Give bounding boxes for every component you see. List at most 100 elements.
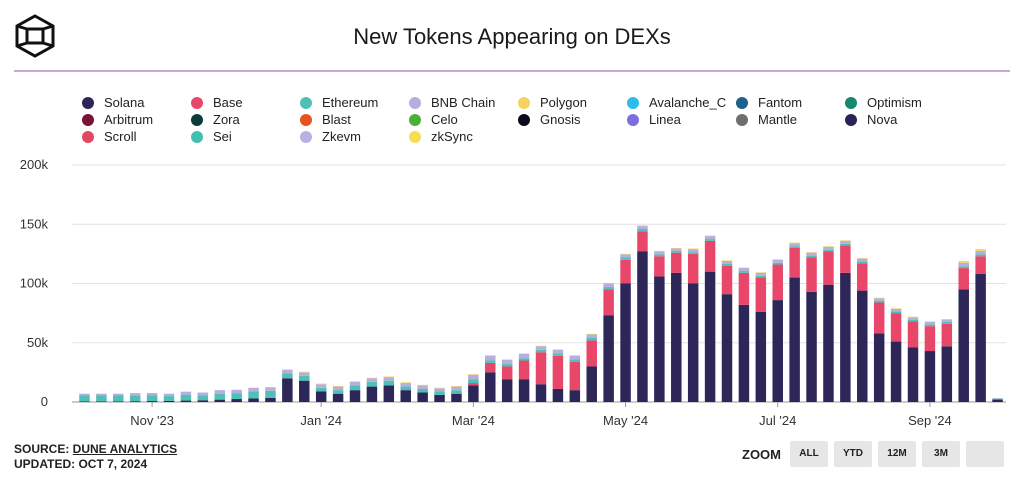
bar-stack[interactable] <box>671 247 682 402</box>
legend-item-scroll[interactable]: Scroll <box>82 129 192 147</box>
bar-stack[interactable] <box>231 389 242 402</box>
bar-stack[interactable] <box>214 390 225 402</box>
legend-item-arbitrum[interactable]: Arbitrum <box>82 112 192 130</box>
bar-stack[interactable] <box>806 252 817 402</box>
bar-stack[interactable] <box>569 355 581 402</box>
legend-item-sei[interactable]: Sei <box>191 129 301 147</box>
bar-segment-base <box>924 326 936 352</box>
legend-item-bnb-chain[interactable]: BNB Chain <box>409 95 519 113</box>
bar-stack[interactable] <box>890 308 902 402</box>
bar-stack[interactable] <box>620 253 631 402</box>
legend-item-mantle[interactable]: Mantle <box>736 112 846 130</box>
bar-stack[interactable] <box>180 391 192 402</box>
legend-item-ethereum[interactable]: Ethereum <box>300 95 410 113</box>
bar-stack[interactable] <box>958 260 969 402</box>
bar-segment-ethereum <box>755 275 767 278</box>
bar-segment-solana <box>840 272 851 402</box>
bar-stack[interactable] <box>501 359 513 402</box>
bar-stack[interactable] <box>468 374 479 402</box>
bar-stack[interactable] <box>400 382 411 402</box>
bar-stack[interactable] <box>721 260 733 402</box>
bar-stack[interactable] <box>941 319 953 402</box>
bar-stack[interactable] <box>586 333 597 402</box>
bar-stack[interactable] <box>485 355 496 402</box>
bar-stack[interactable] <box>163 393 175 402</box>
legend-item-base[interactable]: Base <box>191 95 301 113</box>
source-link[interactable]: DUNE ANALYTICS <box>72 442 178 456</box>
bar-stack[interactable] <box>518 353 530 402</box>
bar-stack[interactable] <box>96 393 107 402</box>
bar-segment-ethereum <box>620 257 631 260</box>
bar-stack[interactable] <box>434 387 445 402</box>
bar-stack[interactable] <box>840 240 851 402</box>
bar-segment-bnb-chain <box>671 248 682 251</box>
bar-stack[interactable] <box>857 258 868 402</box>
bar-segment-solana <box>873 333 885 402</box>
bar-segment-bnb-chain <box>907 317 919 320</box>
bar-stack[interactable] <box>907 316 919 402</box>
bar-segment-solana <box>975 274 986 402</box>
bar-stack[interactable] <box>975 249 986 402</box>
legend-item-zkevm[interactable]: Zkevm <box>300 129 410 147</box>
bar-segment-base <box>687 253 699 284</box>
bar-stack[interactable] <box>704 235 716 402</box>
bar-stack[interactable] <box>687 248 699 402</box>
bar-stack[interactable] <box>738 267 750 402</box>
bar-segment-base <box>873 302 885 334</box>
bar-stack[interactable] <box>654 250 665 402</box>
bar-stack[interactable] <box>315 383 327 402</box>
bar-stack[interactable] <box>535 345 547 402</box>
legend-item-zora[interactable]: Zora <box>191 112 301 130</box>
bar-segment-base <box>704 240 716 272</box>
bar-stack[interactable] <box>349 381 361 402</box>
bar-stack[interactable] <box>451 386 462 402</box>
bar-segment-bnb-chain <box>721 260 733 264</box>
bar-stack[interactable] <box>873 297 885 402</box>
bar-segment-solana <box>941 346 953 402</box>
zoom-custom-button[interactable] <box>966 441 1004 467</box>
zoom-all-button[interactable]: ALL <box>790 441 828 467</box>
bar-stack[interactable] <box>924 321 936 402</box>
legend-item-gnosis[interactable]: Gnosis <box>518 112 628 130</box>
bar-stack[interactable] <box>197 392 209 402</box>
bar-stack[interactable] <box>789 242 800 402</box>
zoom-3m-button[interactable]: 3M <box>922 441 960 467</box>
bar-stack[interactable] <box>823 246 834 402</box>
bar-stack[interactable] <box>552 349 564 402</box>
bar-stack[interactable] <box>129 393 141 402</box>
bar-stack[interactable] <box>992 398 1003 402</box>
bar-stack[interactable] <box>113 393 124 402</box>
bar-segment-solana <box>214 399 225 402</box>
bar-stack[interactable] <box>637 225 648 402</box>
legend-item-nova[interactable]: Nova <box>845 112 955 130</box>
legend-item-avalanche-c[interactable]: Avalanche_C <box>627 95 737 113</box>
bar-stack[interactable] <box>366 377 378 402</box>
legend-item-zksync[interactable]: zkSync <box>409 129 519 147</box>
bar-stack[interactable] <box>755 272 767 402</box>
bar-stack[interactable] <box>299 371 310 402</box>
zoom-12m-button[interactable]: 12M <box>878 441 916 467</box>
legend-item-polygon[interactable]: Polygon <box>518 95 628 113</box>
zoom-ytd-button[interactable]: YTD <box>834 441 872 467</box>
legend-item-solana[interactable]: Solana <box>82 95 192 113</box>
legend-item-linea[interactable]: Linea <box>627 112 737 130</box>
bar-stack[interactable] <box>79 393 90 402</box>
bar-segment-bnb-chain <box>231 389 242 394</box>
bar-stack[interactable] <box>383 376 395 402</box>
bar-stack[interactable] <box>282 369 293 402</box>
bar-stack[interactable] <box>417 384 428 402</box>
legend-swatch <box>409 131 421 143</box>
bar-segment-ethereum <box>197 395 209 401</box>
bar-stack[interactable] <box>603 282 614 402</box>
bar-stack[interactable] <box>332 386 344 402</box>
legend-item-blast[interactable]: Blast <box>300 112 410 130</box>
bar-stack[interactable] <box>265 387 276 402</box>
bar-stack[interactable] <box>248 387 259 402</box>
legend-item-fantom[interactable]: Fantom <box>736 95 846 113</box>
legend-swatch <box>845 97 857 109</box>
legend-item-optimism[interactable]: Optimism <box>845 95 955 113</box>
bar-segment-polygon <box>840 240 851 241</box>
legend-item-celo[interactable]: Celo <box>409 112 519 130</box>
bar-stack[interactable] <box>772 259 783 402</box>
bar-stack[interactable] <box>146 392 158 402</box>
